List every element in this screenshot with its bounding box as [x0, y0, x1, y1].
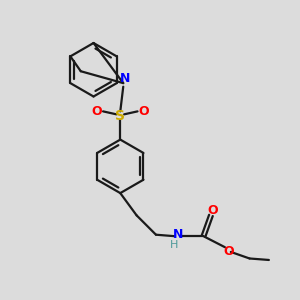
Text: N: N — [119, 72, 130, 85]
Text: N: N — [173, 228, 183, 241]
Text: O: O — [91, 105, 102, 118]
Text: H: H — [169, 240, 178, 250]
Text: S: S — [115, 109, 125, 123]
Text: O: O — [224, 244, 234, 258]
Text: O: O — [207, 204, 218, 218]
Text: O: O — [139, 105, 149, 118]
